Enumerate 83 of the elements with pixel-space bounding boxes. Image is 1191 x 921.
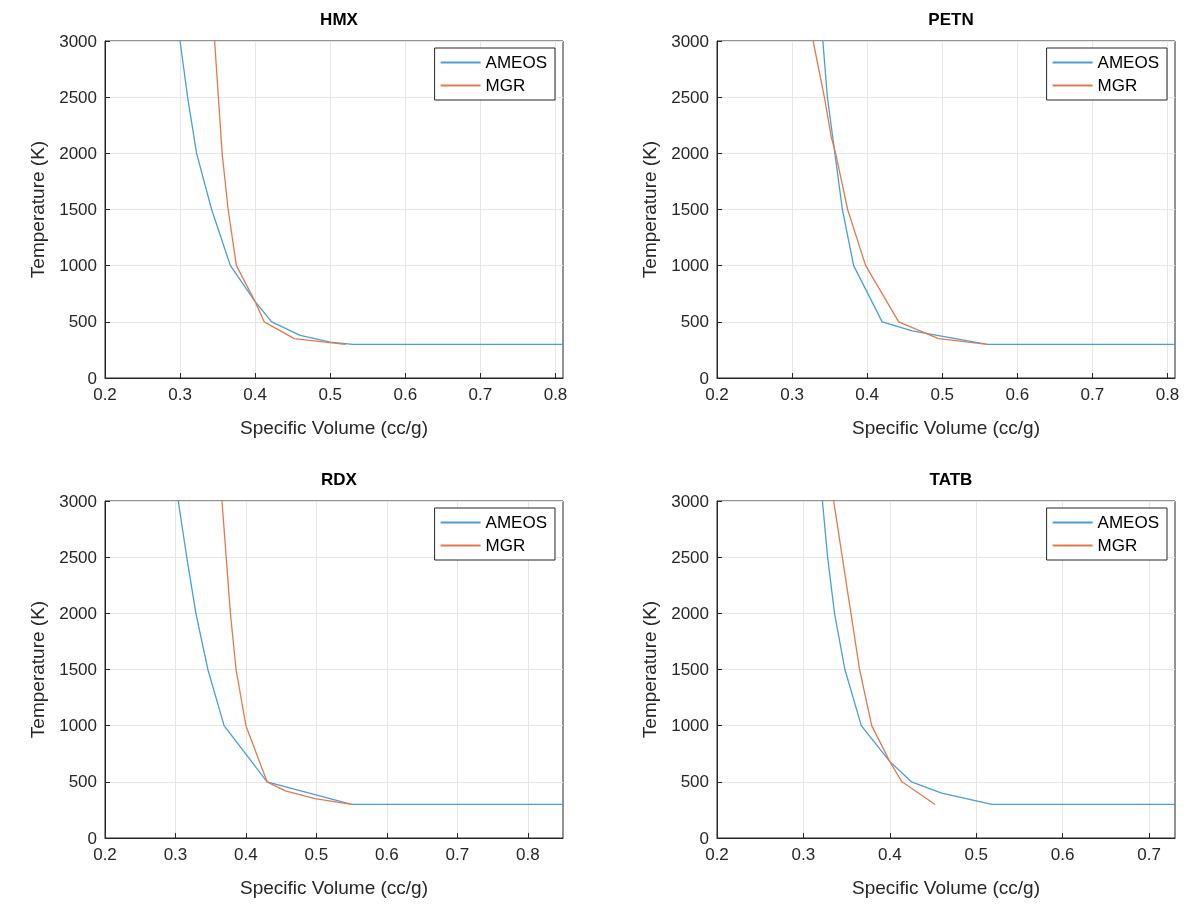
y-tick-label: 2000 xyxy=(671,143,709,163)
y-tick-label: 1000 xyxy=(671,716,709,736)
x-tick-label: 0.2 xyxy=(705,845,729,864)
x-tick-label: 0.4 xyxy=(234,845,258,864)
y-tick-label: 500 xyxy=(680,772,709,792)
y-axis-title: Temperature (K) xyxy=(639,140,660,279)
y-tick-label: 2000 xyxy=(59,603,97,623)
y-axis-title: Temperature (K) xyxy=(639,600,660,739)
legend-label: MGR xyxy=(485,76,526,95)
y-tick-label: 1500 xyxy=(59,200,97,219)
y-tick-label: 1000 xyxy=(671,256,709,276)
y-tick-label: 1500 xyxy=(59,660,97,679)
legend-label: AMEOS xyxy=(1097,53,1160,72)
x-tick-label: 0.7 xyxy=(468,385,493,404)
y-tick-label: 3000 xyxy=(671,491,709,511)
x-tick-label: 0.7 xyxy=(445,845,470,864)
x-tick-label: 0.5 xyxy=(304,845,329,864)
x-tick-label: 0.4 xyxy=(855,385,879,404)
line-series xyxy=(179,40,564,345)
y-axis-title: Temperature (K) xyxy=(27,140,48,279)
x-tick-label: 0.3 xyxy=(168,385,192,404)
y-tick-label: 1500 xyxy=(671,200,709,219)
y-tick-label: 3000 xyxy=(671,31,709,51)
chart-title: PETN xyxy=(928,10,974,29)
legend-label: MGR xyxy=(1097,536,1138,555)
y-tick-label: 2500 xyxy=(59,547,97,567)
legend-label: MGR xyxy=(1097,76,1138,95)
y-axis-title: Temperature (K) xyxy=(27,600,48,739)
x-axis-title: Specific Volume (cc/g) xyxy=(240,877,428,898)
x-tick-label: 0.5 xyxy=(964,845,989,864)
chart-title: TATB xyxy=(929,470,973,489)
x-tick-label: 0.2 xyxy=(93,385,117,404)
x-tick-label: 0.6 xyxy=(1050,845,1075,864)
x-tick-label: 0.2 xyxy=(705,385,729,404)
y-tick-label: 500 xyxy=(68,312,97,332)
x-tick-label: 0.8 xyxy=(515,845,540,864)
line-series xyxy=(177,500,564,805)
x-tick-label: 0.4 xyxy=(243,385,267,404)
y-tick-label: 2000 xyxy=(59,143,97,163)
y-tick-label: 2500 xyxy=(59,87,97,107)
x-tick-label: 0.7 xyxy=(1137,845,1161,864)
y-tick-label: 2500 xyxy=(671,547,709,567)
y-tick-label: 0 xyxy=(699,828,709,848)
y-tick-label: 1000 xyxy=(59,716,97,736)
x-tick-label: 0.7 xyxy=(1080,385,1105,404)
y-tick-label: 2500 xyxy=(671,87,709,107)
line-series xyxy=(822,40,1176,345)
y-tick-label: 3000 xyxy=(59,491,97,511)
y-tick-label: 1000 xyxy=(59,256,97,276)
x-tick-label: 0.5 xyxy=(318,385,343,404)
line-series xyxy=(213,40,346,345)
legend-label: AMEOS xyxy=(1097,513,1160,532)
y-tick-label: 0 xyxy=(87,368,97,388)
y-tick-label: 0 xyxy=(699,368,709,388)
legend-label: MGR xyxy=(485,536,526,555)
x-tick-label: 0.8 xyxy=(1155,385,1180,404)
x-tick-label: 0.8 xyxy=(543,385,568,404)
y-tick-label: 1500 xyxy=(671,660,709,679)
y-tick-label: 3000 xyxy=(59,31,97,51)
x-axis-title: Specific Volume (cc/g) xyxy=(852,417,1040,438)
chart-title: HMX xyxy=(320,10,359,29)
line-series xyxy=(221,500,353,805)
x-tick-label: 0.6 xyxy=(393,385,418,404)
line-series xyxy=(833,500,936,805)
x-tick-label: 0.6 xyxy=(375,845,399,864)
x-tick-label: 0.3 xyxy=(791,845,816,864)
line-series xyxy=(812,40,988,345)
x-tick-label: 0.2 xyxy=(93,845,117,864)
x-tick-label: 0.3 xyxy=(780,385,804,404)
x-tick-label: 0.3 xyxy=(163,845,188,864)
y-tick-label: 500 xyxy=(68,772,97,792)
x-axis-title: Specific Volume (cc/g) xyxy=(240,417,428,438)
line-series xyxy=(821,500,1176,805)
x-tick-label: 0.5 xyxy=(930,385,955,404)
chart-title: RDX xyxy=(321,470,358,489)
x-axis-title: Specific Volume (cc/g) xyxy=(852,877,1040,898)
y-tick-label: 500 xyxy=(680,312,709,332)
x-tick-label: 0.4 xyxy=(878,845,902,864)
y-tick-label: 2000 xyxy=(671,603,709,623)
legend-label: AMEOS xyxy=(485,53,548,72)
x-tick-label: 0.6 xyxy=(1005,385,1030,404)
legend-label: AMEOS xyxy=(485,513,548,532)
y-tick-label: 0 xyxy=(87,828,97,848)
